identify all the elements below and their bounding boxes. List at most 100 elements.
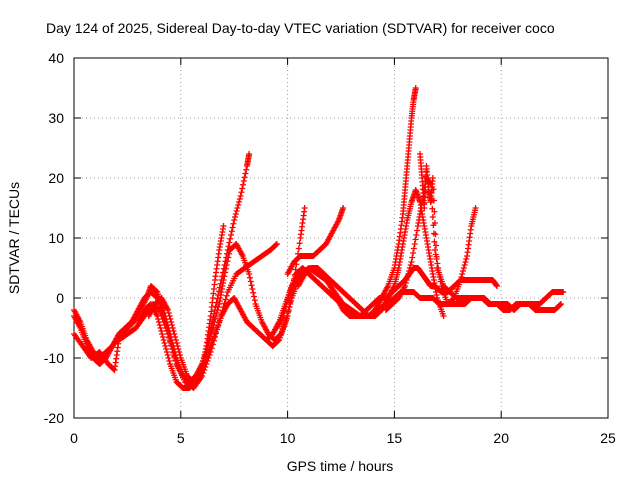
data-point-fill (172, 334, 179, 340)
data-point-fill (421, 194, 428, 201)
data-point-fill (406, 268, 413, 274)
data-point-fill (431, 220, 438, 226)
data-point-fill (212, 316, 219, 322)
data-point-fill (413, 232, 420, 238)
data-point (220, 277, 227, 283)
data-point-fill (284, 313, 291, 319)
y-tick-label: 40 (48, 50, 64, 66)
x-tick-label: 10 (280, 430, 296, 446)
data-point-fill (222, 265, 229, 272)
data-point-fill (167, 316, 174, 322)
data-point-fill (403, 277, 410, 283)
data-point-fill (246, 274, 253, 281)
data-point-fill (167, 338, 174, 345)
data-point-fill (159, 331, 166, 337)
data-point-fill (162, 325, 169, 331)
data-point-fill (209, 328, 216, 334)
data-point-fill (433, 242, 440, 249)
data-point (429, 175, 436, 181)
data-point-fill (168, 342, 175, 349)
y-tick-label: 20 (48, 170, 64, 186)
data-point-fill (227, 232, 234, 238)
data-point-fill (250, 289, 257, 296)
data-point-fill (410, 245, 417, 252)
data-point-fill (429, 214, 436, 220)
data-point-fill (243, 166, 250, 173)
data-point-fill (165, 310, 172, 316)
data-point (402, 283, 409, 289)
data-point-fill (213, 310, 220, 316)
data-point-fill (226, 239, 233, 246)
data-point (560, 289, 567, 295)
data-point-fill (215, 304, 222, 310)
data-point (237, 193, 244, 199)
data-point-fill (225, 254, 232, 261)
data-point-fill (404, 274, 411, 280)
series-track-10 (382, 175, 479, 313)
x-tick-label: 20 (493, 430, 509, 446)
data-point (246, 151, 253, 157)
data-point-fill (155, 316, 162, 322)
data-point (493, 283, 500, 289)
data-point-fill (411, 241, 418, 247)
data-point (408, 259, 415, 265)
data-point-fill (168, 319, 175, 325)
data-point-fill (172, 357, 179, 364)
data-point-fill (163, 328, 170, 334)
data-point-fill (239, 185, 246, 192)
data-point (457, 277, 464, 283)
data-point (156, 307, 163, 313)
data-point-fill (236, 196, 243, 202)
data-point-fill (433, 253, 440, 260)
data-point-fill (460, 265, 467, 271)
data-point-fill (286, 304, 293, 310)
data-point-fill (432, 231, 439, 238)
data-point-fill (170, 328, 177, 334)
data-point-fill (414, 227, 421, 234)
data-point-fill (227, 235, 234, 242)
data-point-fill (273, 241, 280, 248)
data-point-fill (213, 313, 220, 319)
data-point-fill (402, 280, 409, 286)
data-point-fill (229, 224, 236, 231)
data-point-fill (222, 269, 229, 276)
data-point-fill (110, 366, 117, 373)
data-point (431, 247, 438, 253)
series-track-3 (71, 241, 280, 391)
data-point-fill (248, 282, 255, 289)
data-point-fill (164, 352, 171, 358)
data-point-fill (412, 236, 419, 243)
data-point-fill (211, 319, 218, 325)
data-point (209, 325, 216, 331)
y-tick-label: -10 (44, 350, 64, 366)
data-point-fill (460, 268, 467, 274)
data-point-fill (461, 262, 468, 268)
data-point-fill (157, 325, 164, 331)
y-tick-label: 30 (48, 110, 64, 126)
data-point-fill (406, 265, 413, 271)
data-point-fill (162, 343, 169, 349)
data-point-fill (214, 307, 221, 313)
x-axis-label: GPS time / hours (287, 458, 394, 474)
data-point-fill (251, 297, 258, 304)
data-point-fill (296, 240, 303, 247)
data-point-fill (168, 322, 175, 328)
data-point-fill (463, 256, 470, 262)
data-point-fill (283, 316, 290, 322)
data-point-fill (173, 340, 180, 346)
data-point (440, 313, 447, 319)
data-point-fill (159, 334, 166, 340)
data-point-fill (232, 211, 239, 217)
data-point-fill (410, 250, 417, 256)
data-point-fill (430, 197, 437, 204)
data-point (412, 85, 419, 91)
x-tick-label: 0 (70, 430, 78, 446)
data-point-fill (287, 301, 294, 307)
data-point-fill (462, 259, 469, 265)
data-point-fill (242, 170, 249, 177)
data-point-fill (236, 199, 243, 205)
data-point-fill (169, 325, 176, 331)
data-point-fill (431, 208, 438, 215)
data-point (282, 319, 289, 325)
